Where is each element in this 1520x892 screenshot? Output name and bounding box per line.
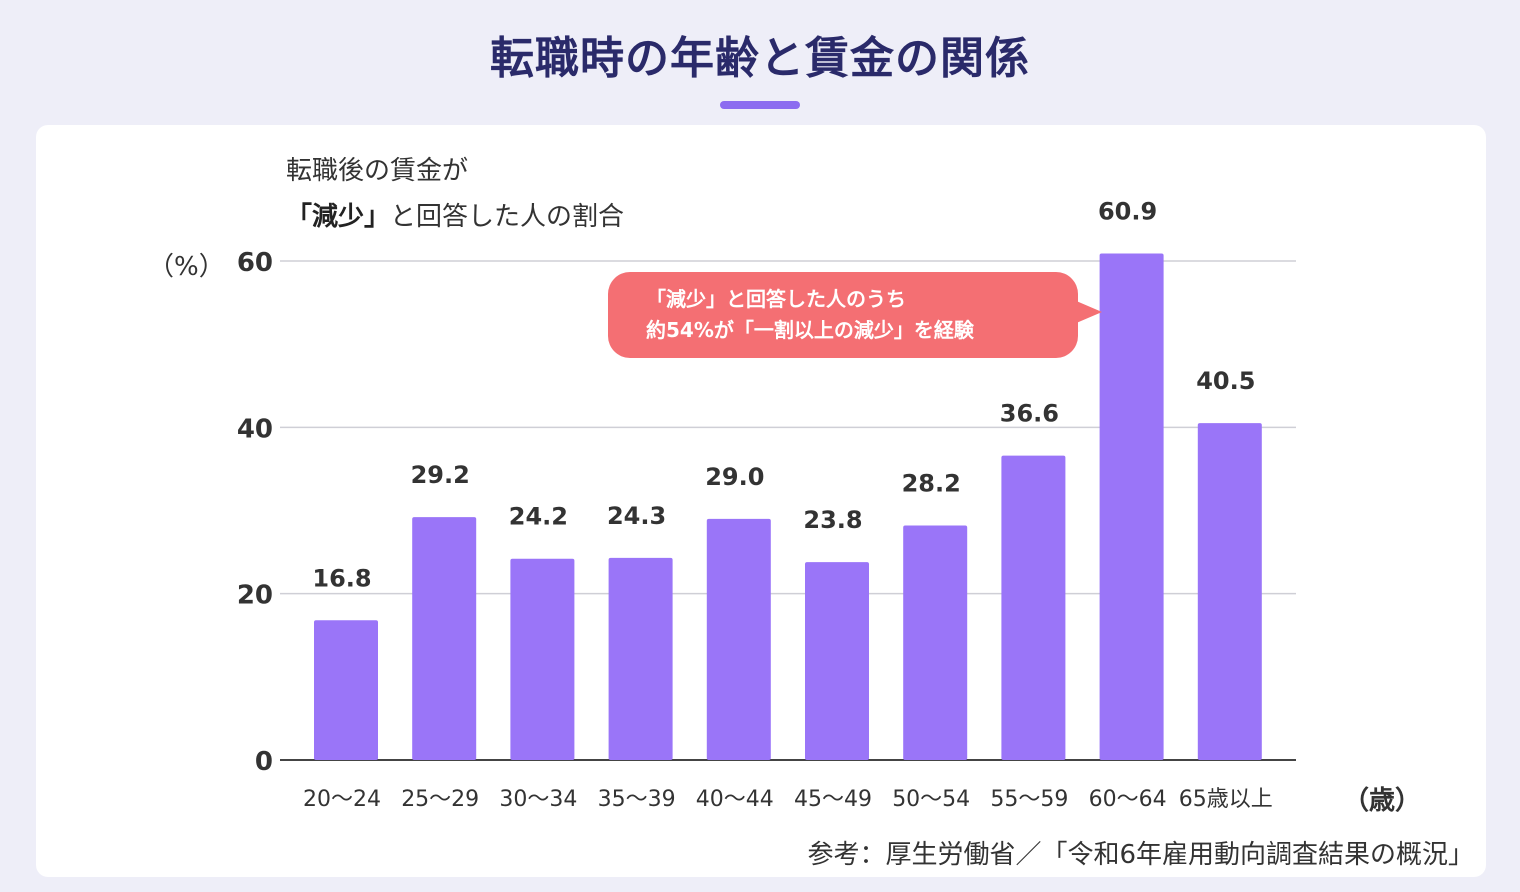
y-tick-label: 60 <box>237 248 273 278</box>
callout-bubble: 「減少」と回答した人のうち 約54%が「一割以上の減少」を経験 <box>608 272 1078 358</box>
x-tick-label: 35〜39 <box>598 787 676 812</box>
bar <box>1001 455 1066 760</box>
bar <box>805 562 869 760</box>
bar <box>706 518 771 760</box>
x-tick-label: 45〜49 <box>794 787 872 812</box>
callout-tail <box>1074 300 1102 324</box>
callout-line-2: 約54%が「一割以上の減少」を経験 <box>646 318 974 342</box>
bar <box>314 620 378 760</box>
data-label: 28.2 <box>902 469 961 497</box>
bar <box>510 558 575 760</box>
x-axis-unit: （歳） <box>1343 786 1422 816</box>
x-tick-label: 50〜54 <box>892 787 970 812</box>
data-label: 24.3 <box>607 502 666 530</box>
bar <box>412 517 477 760</box>
x-tick-label: 30〜34 <box>499 787 577 812</box>
data-label: 29.2 <box>411 461 470 489</box>
data-label: 16.8 <box>312 564 371 592</box>
y-axis-unit: （%） <box>148 252 225 282</box>
bar <box>903 525 968 760</box>
data-label: 29.0 <box>705 463 764 491</box>
title-underline <box>720 101 800 109</box>
y-tick-label: 20 <box>237 581 273 611</box>
x-tick-label: 55〜59 <box>990 787 1068 812</box>
subtitle-line-1: 転職後の賃金が <box>286 156 469 186</box>
x-tick-label: 65歳以上 <box>1179 787 1273 812</box>
subtitle-rest: と回答した人の割合 <box>390 202 625 232</box>
y-tick-label: 0 <box>255 747 273 777</box>
data-label: 60.9 <box>1098 198 1157 226</box>
bar <box>1197 423 1262 760</box>
data-label: 23.8 <box>803 506 862 534</box>
x-tick-label: 40〜44 <box>696 787 774 812</box>
callout-line-1: 「減少」と回答した人のうち <box>646 287 906 311</box>
x-tick-label: 60〜64 <box>1089 787 1167 812</box>
data-label: 24.2 <box>509 503 568 531</box>
subtitle-line-2: 「減少」と回答した人の割合 <box>286 196 624 233</box>
source-note: 参考：厚生労働省／「令和6年雇用動向調査結果の概況」 <box>807 840 1474 870</box>
x-tick-label: 20〜24 <box>303 787 381 812</box>
x-tick-label: 25〜29 <box>401 787 479 812</box>
data-label: 36.6 <box>1000 400 1059 428</box>
bar <box>608 557 673 760</box>
bar <box>1099 253 1164 760</box>
data-label: 40.5 <box>1196 367 1255 395</box>
chart-title: 転職時の年齢と賃金の関係 <box>490 33 1030 84</box>
y-tick-label: 40 <box>237 414 273 444</box>
subtitle-emphasis: 「減少」 <box>286 202 391 232</box>
